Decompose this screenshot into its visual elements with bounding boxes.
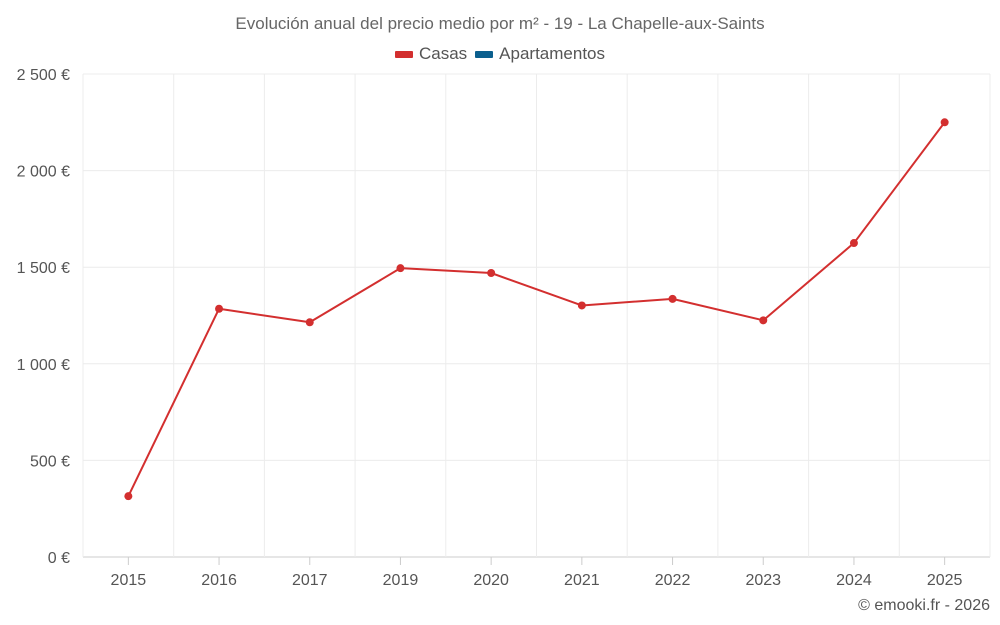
legend-label-apartamentos: Apartamentos (499, 44, 606, 63)
legend-swatch-casas (394, 50, 413, 58)
data-point-casas (215, 304, 224, 313)
data-point-casas (668, 294, 677, 303)
chart-title: Evolución anual del precio medio por m² … (235, 14, 765, 33)
legend-label-casas: Casas (418, 44, 468, 63)
data-point-casas (396, 264, 405, 273)
data-point-casas (124, 492, 133, 501)
x-tick-label: 2015 (111, 572, 147, 589)
y-tick-label: 1 000 € (17, 357, 70, 374)
credit-text: © emooki.fr - 2026 (858, 597, 990, 614)
x-tick-label: 2023 (745, 572, 781, 589)
x-tick-label: 2019 (383, 572, 419, 589)
data-point-casas (305, 318, 314, 327)
x-tick-label: 2022 (655, 572, 691, 589)
data-point-casas (487, 268, 496, 277)
legend-item-casas[interactable]: Casas (394, 44, 468, 64)
y-tick-label: 500 € (30, 453, 70, 470)
legend-item-apartamentos[interactable]: Apartamentos (475, 44, 605, 64)
data-point-casas (577, 301, 586, 310)
x-tick-label: 2020 (473, 572, 509, 589)
y-tick-label: 1 500 € (17, 260, 70, 277)
y-tick-label: 2 500 € (17, 67, 70, 84)
legend-swatch-apartamentos (475, 50, 494, 58)
x-tick-label: 2024 (836, 572, 872, 589)
data-point-casas (759, 316, 768, 325)
x-tick-label: 2021 (564, 572, 600, 589)
x-tick-label: 2017 (292, 572, 328, 589)
series-line-casas (127, 121, 946, 497)
x-tick-label: 2016 (201, 572, 237, 589)
data-point-casas (940, 118, 949, 127)
x-tick-label: 2025 (927, 572, 963, 589)
data-point-casas (849, 239, 858, 248)
legend: Casas Apartamentos (0, 44, 1000, 64)
y-tick-label: 2 000 € (17, 164, 70, 181)
y-tick-label: 0 € (48, 550, 70, 567)
